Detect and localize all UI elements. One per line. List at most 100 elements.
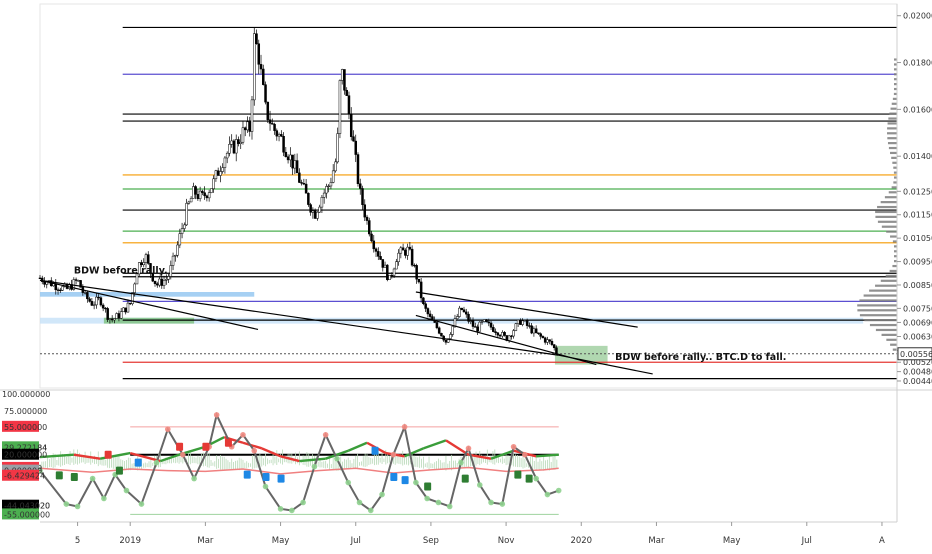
candle-body-39 [126, 302, 130, 313]
last-price-label: 0.005562 [900, 350, 932, 359]
volume-bar-27 [875, 215, 897, 218]
osc-rsi-seg-20 [490, 449, 515, 460]
candle-body-71 [198, 190, 202, 199]
candle-body-58 [169, 265, 173, 277]
candle-body-121 [311, 210, 315, 213]
candle-body-190 [467, 313, 470, 322]
price-tick-label-9: 0.007500 [903, 304, 932, 313]
candle-body-124 [318, 206, 321, 213]
candle-body-111 [289, 154, 292, 161]
candle-body-206 [503, 332, 506, 336]
osc-pivot-11 [191, 475, 197, 482]
volume-bar-13 [875, 284, 897, 287]
osc-marker-16 [55, 471, 63, 480]
candle-body-160 [399, 247, 403, 254]
osc-marker-3 [176, 442, 184, 451]
osc-marker-5 [224, 438, 232, 447]
volume-bar-32 [888, 191, 897, 194]
candle-body-35 [117, 313, 121, 319]
time-tick-label-7: 2020 [570, 536, 592, 546]
candle-body-162 [404, 249, 407, 256]
candle-body-23 [90, 301, 94, 306]
osc-level-badge-6 [2, 499, 39, 511]
volume-bar-14 [880, 279, 897, 282]
candle-body-112 [291, 154, 294, 169]
annotation-0: BDW before rally. [74, 265, 168, 276]
volume-bar-58 [894, 63, 897, 66]
candle-body-21 [86, 292, 89, 300]
candle-body-217 [528, 325, 531, 327]
time-tick-label-11: A [879, 536, 885, 546]
volume-bar-42 [887, 142, 897, 145]
candle-body-63 [180, 228, 184, 234]
candle-body-194 [476, 326, 479, 332]
candle-body-86 [232, 140, 236, 154]
candle-body-132 [336, 133, 339, 163]
price-tick-label-0: 0.020000 [903, 12, 932, 21]
candle-body-228 [552, 344, 556, 348]
osc-pivot-27 [379, 491, 385, 498]
osc-top-label: 100.000000 [2, 390, 50, 399]
candle-body-226 [548, 339, 551, 342]
candle-body-110 [286, 156, 290, 161]
candle-body-142 [358, 183, 362, 189]
candle-body-192 [471, 320, 475, 327]
volume-bar-15 [885, 274, 897, 277]
volume-bar-29 [877, 205, 897, 209]
osc-rsi-seg-11 [299, 457, 326, 463]
candle-body-135 [343, 69, 346, 91]
candle-body-104 [273, 123, 276, 131]
candle-body-105 [275, 130, 279, 137]
candle-body-205 [501, 332, 504, 337]
candle-body-123 [316, 211, 319, 219]
volume-bar-25 [881, 225, 897, 228]
osc-pivot-30 [413, 479, 419, 486]
candle-body-152 [381, 259, 385, 268]
candle-body-114 [295, 160, 299, 174]
osc-rsi-seg-4 [159, 453, 180, 463]
candle-body-51 [153, 280, 157, 284]
candle-body-133 [338, 80, 342, 134]
volume-bar-16 [889, 269, 897, 273]
volume-bar-49 [890, 107, 897, 110]
candle-body-69 [194, 186, 197, 195]
candle-body-75 [207, 192, 211, 199]
zone-3 [554, 345, 608, 365]
osc-pivot-21 [311, 463, 318, 470]
osc-level-label-6: -44.043020 [4, 502, 50, 511]
candle-body-64 [183, 224, 186, 229]
candle-body-47 [144, 254, 148, 263]
time-tick-label-2: Mar [197, 536, 214, 546]
candle-body-138 [349, 113, 353, 137]
candle-body-116 [300, 182, 303, 184]
volume-bar-19 [894, 255, 897, 258]
volume-bar-11 [863, 294, 897, 297]
candle-body-66 [187, 201, 191, 204]
volume-bar-10 [859, 299, 897, 302]
candle-body-41 [131, 292, 134, 305]
annotation-1: BDW before rally.. BTC.D to fall. [615, 352, 786, 363]
candle-body-89 [239, 141, 242, 144]
candle-body-31 [108, 318, 112, 320]
candle-body-10 [61, 286, 64, 291]
volume-bar-22 [892, 240, 897, 243]
osc-marker-0 [115, 466, 123, 475]
osc-pivot-24 [345, 479, 352, 486]
candle-body-157 [392, 268, 396, 276]
candle-body-62 [178, 233, 182, 246]
price-tick-label-3: 0.014000 [903, 152, 932, 161]
candle-body-44 [137, 262, 141, 275]
candle-body-117 [302, 183, 306, 185]
candle-body-53 [158, 278, 161, 286]
candle-body-204 [498, 334, 502, 337]
osc-marker-14 [514, 470, 522, 479]
osc-rsi-seg-22 [536, 453, 559, 458]
volume-bar-55 [894, 78, 897, 81]
zone-0 [40, 292, 255, 297]
candle-body-57 [167, 276, 170, 280]
candle-body-85 [230, 140, 233, 145]
axis-layer: 0.020000 0.018000 0.016000 0.014000 0.012500… [2, 4, 932, 546]
volume-bar-23 [890, 235, 897, 238]
